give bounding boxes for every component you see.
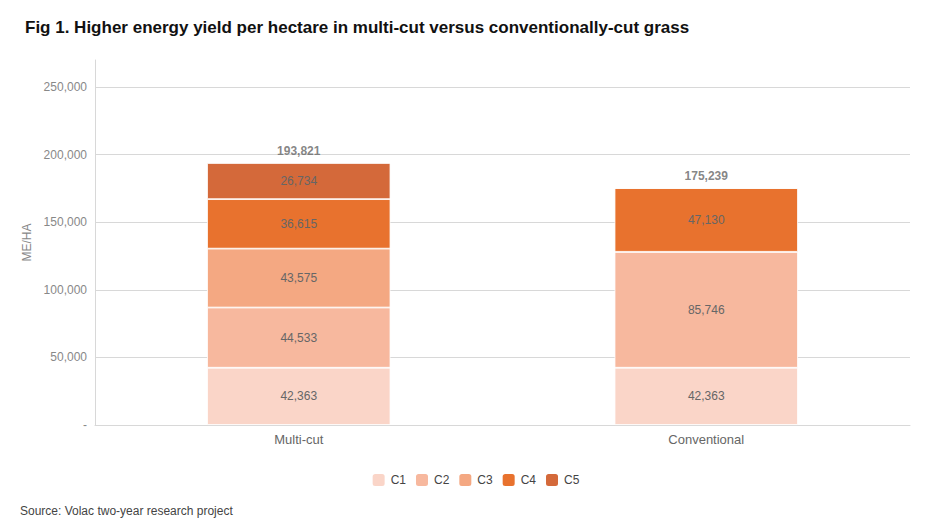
svg-text:193,821: 193,821 — [277, 144, 321, 158]
svg-text:Fig 1. Higher energy yield per: Fig 1. Higher energy yield per hectare i… — [25, 18, 689, 37]
svg-text:43,575: 43,575 — [280, 271, 317, 285]
svg-text:C1: C1 — [391, 473, 407, 487]
svg-text:175,239: 175,239 — [685, 169, 729, 183]
svg-text:C2: C2 — [434, 473, 450, 487]
svg-text:250,000: 250,000 — [44, 80, 88, 94]
svg-text:42,363: 42,363 — [280, 389, 317, 403]
svg-text:150,000: 150,000 — [44, 215, 88, 229]
svg-text:ME/HA: ME/HA — [20, 223, 34, 261]
svg-text:26,734: 26,734 — [280, 174, 317, 188]
svg-text:C3: C3 — [477, 473, 493, 487]
svg-text:200,000: 200,000 — [44, 148, 88, 162]
svg-text:Conventional: Conventional — [668, 432, 744, 447]
svg-text:Source: Volac two-year researc: Source: Volac two-year research project — [20, 504, 233, 518]
svg-text:Multi-cut: Multi-cut — [274, 432, 324, 447]
svg-text:100,000: 100,000 — [44, 283, 88, 297]
svg-text:C4: C4 — [521, 473, 537, 487]
svg-text:-: - — [83, 418, 87, 432]
svg-text:42,363: 42,363 — [688, 389, 725, 403]
svg-text:85,746: 85,746 — [688, 303, 725, 317]
svg-text:50,000: 50,000 — [50, 350, 87, 364]
svg-text:47,130: 47,130 — [688, 213, 725, 227]
svg-text:44,533: 44,533 — [280, 331, 317, 345]
svg-text:C5: C5 — [564, 473, 580, 487]
svg-text:36,615: 36,615 — [280, 217, 317, 231]
